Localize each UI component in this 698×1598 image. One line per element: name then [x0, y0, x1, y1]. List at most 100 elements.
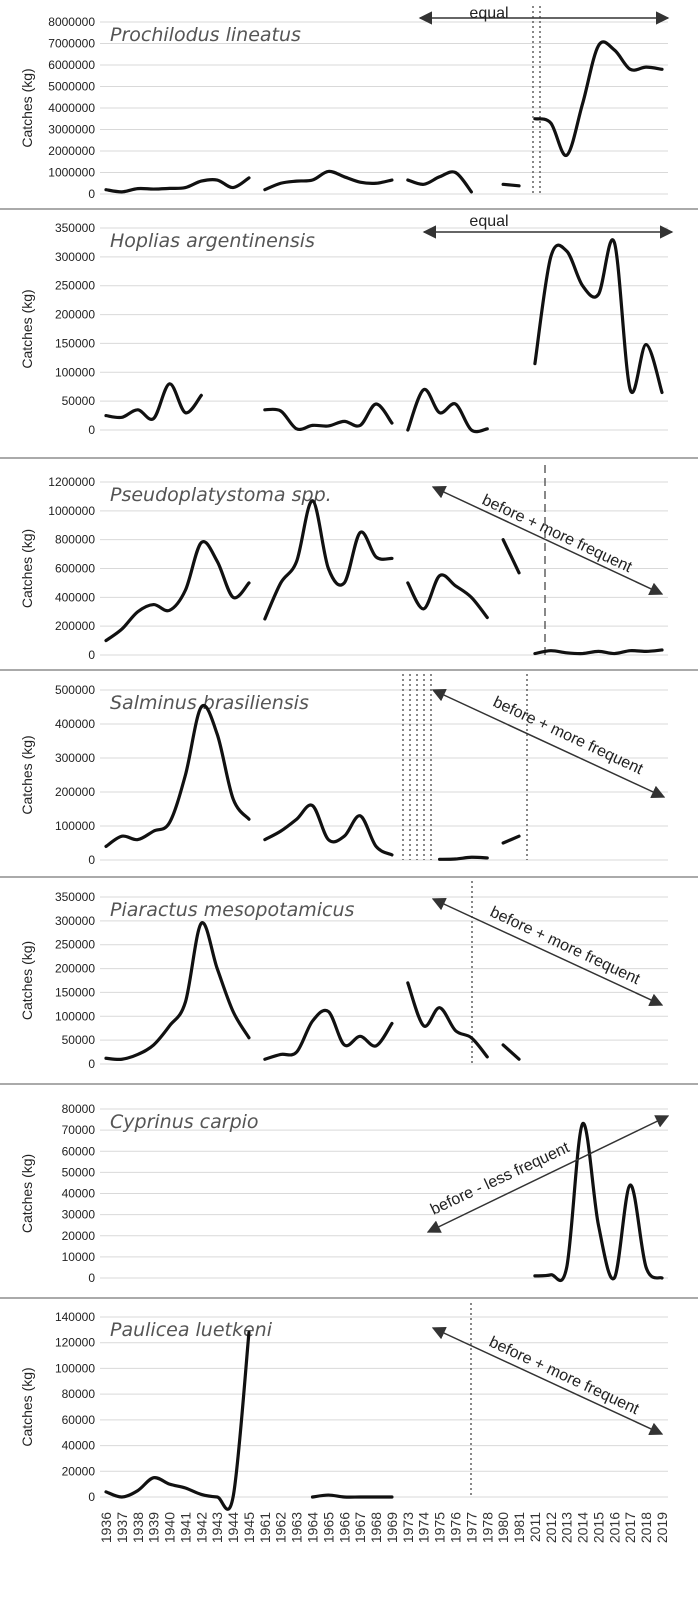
series-line	[104, 176, 251, 194]
y-axis-label: Catches (kg)	[19, 1367, 35, 1446]
series-line	[406, 387, 489, 434]
y-tick-label: 1000000	[48, 504, 95, 518]
x-tick-label: 2013	[559, 1512, 575, 1543]
series-line	[104, 921, 251, 1061]
y-tick-label: 100000	[55, 819, 95, 833]
y-tick-label: 60000	[62, 1413, 96, 1427]
y-tick-label: 20000	[62, 1229, 96, 1243]
x-tick-label: 1936	[98, 1512, 114, 1543]
series-line	[438, 855, 489, 861]
series-line	[104, 382, 203, 421]
series-line	[263, 402, 394, 432]
y-tick-label: 100000	[55, 1361, 95, 1375]
y-tick-label: 0	[88, 1057, 95, 1071]
chart-title: Paulicea luetkeni	[110, 1319, 273, 1341]
y-tick-label: 150000	[55, 985, 95, 999]
y-tick-label: 5000000	[48, 80, 95, 94]
x-tick-label: 1941	[177, 1512, 193, 1543]
y-tick-label: 350000	[55, 890, 95, 904]
x-tick-label: 2019	[654, 1512, 670, 1543]
x-tick-label: 1962	[273, 1512, 289, 1543]
x-tick-label: 1980	[495, 1512, 511, 1543]
y-tick-label: 200000	[55, 785, 95, 799]
y-tick-label: 100000	[55, 365, 95, 379]
series-line	[263, 169, 394, 192]
x-tick-label: 1976	[447, 1512, 463, 1543]
x-tick-label: 1943	[209, 1512, 225, 1543]
y-tick-label: 500000	[55, 683, 95, 697]
y-axis-label: Catches (kg)	[19, 1154, 35, 1233]
y-tick-label: 0	[88, 423, 95, 437]
annotation-arrow	[431, 486, 664, 595]
chart-title: Salminus brasiliensis	[110, 692, 309, 714]
y-tick-label: 3000000	[48, 123, 95, 137]
y-tick-label: 80000	[62, 1387, 96, 1401]
x-tick-label: 1937	[114, 1512, 130, 1543]
chart-panel: 0 200000 400000 600000 800000 1000000 1200000 C…	[0, 465, 698, 671]
y-axis-label: Catches (kg)	[19, 941, 35, 1020]
x-tick-label: 1981	[511, 1512, 527, 1543]
y-tick-label: 300000	[55, 250, 95, 264]
y-axis-label: Catches (kg)	[19, 289, 35, 368]
y-tick-label: 8000000	[48, 15, 95, 29]
y-tick-label: 4000000	[48, 101, 95, 115]
chart-panel: 0 50000 100000 150000 200000 250000 300000 3500…	[0, 213, 698, 459]
chart-panel: 0 100000 200000 300000 400000 500000 Catches (…	[0, 674, 698, 878]
series-line	[533, 648, 664, 656]
x-tick-label: 1965	[320, 1512, 336, 1543]
x-tick-label: 2015	[590, 1512, 606, 1543]
x-tick-label: 1942	[193, 1512, 209, 1543]
x-axis: 1936 1937 1938 1939 1940 1941 1942 1943 1944 1945…	[98, 1512, 670, 1543]
y-tick-label: 40000	[62, 1439, 96, 1453]
annotation-label: before + more frequent	[490, 694, 646, 779]
annotation-label: equal	[469, 213, 508, 230]
series-line	[104, 703, 251, 848]
x-tick-label: 1978	[479, 1512, 495, 1543]
y-tick-label: 0	[88, 1271, 95, 1285]
series-line	[310, 1493, 394, 1499]
y-tick-label: 50000	[62, 1033, 96, 1047]
y-tick-label: 1200000	[48, 475, 95, 489]
x-tick-label: 1969	[384, 1512, 400, 1543]
series-line	[406, 981, 489, 1059]
y-tick-label: 140000	[55, 1310, 95, 1324]
y-tick-label: 250000	[55, 279, 95, 293]
x-tick-label: 2014	[575, 1512, 591, 1543]
chart-panel: 0 1000000 2000000 3000000 4000000 5000000 6000…	[0, 5, 698, 210]
series-line	[501, 538, 521, 575]
y-tick-label: 70000	[62, 1123, 96, 1137]
series-line	[501, 834, 521, 845]
chart-title: Hoplias argentinensis	[110, 230, 315, 252]
y-tick-label: 350000	[55, 221, 95, 235]
y-tick-label: 7000000	[48, 37, 95, 51]
y-axis-label: Catches (kg)	[19, 735, 35, 814]
chart-panel: 0 20000 40000 60000 80000 100000 120000 140000 C…	[19, 1303, 668, 1511]
chart-panel: 0 10000 20000 30000 40000 50000 60000 70000 8000…	[0, 1102, 698, 1299]
y-tick-label: 60000	[62, 1144, 96, 1158]
y-tick-label: 400000	[55, 717, 95, 731]
y-tick-label: 800000	[55, 533, 95, 547]
y-tick-label: 0	[88, 1490, 95, 1504]
annotation-arrow	[426, 1115, 670, 1233]
x-tick-label: 2017	[622, 1512, 638, 1543]
y-tick-label: 250000	[55, 938, 95, 952]
y-tick-label: 20000	[62, 1464, 96, 1478]
series-line	[501, 182, 521, 188]
series-line	[501, 1043, 521, 1061]
y-tick-label: 300000	[55, 751, 95, 765]
x-tick-label: 1975	[432, 1512, 448, 1543]
annotation-label: before + more frequent	[487, 904, 643, 989]
y-axis-label: Catches (kg)	[19, 68, 35, 147]
chart-title: Prochilodus lineatus	[110, 24, 301, 46]
y-tick-label: 200000	[55, 308, 95, 322]
chart-title: Piaractus mesopotamicus	[110, 899, 354, 921]
y-tick-label: 150000	[55, 336, 95, 350]
y-axis-label: Catches (kg)	[19, 529, 35, 608]
x-tick-label: 1940	[162, 1512, 178, 1543]
x-tick-label: 1977	[463, 1512, 479, 1543]
annotation-label: before + more frequent	[479, 492, 635, 577]
x-tick-label: 2012	[543, 1512, 559, 1543]
series-line	[406, 573, 489, 620]
series-line	[263, 499, 394, 621]
annotation-arrow	[431, 688, 666, 799]
